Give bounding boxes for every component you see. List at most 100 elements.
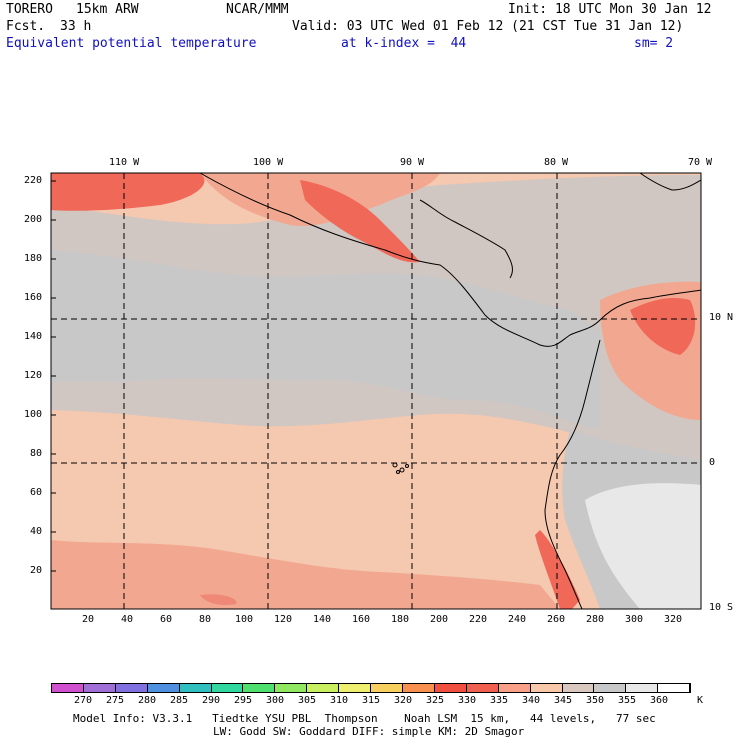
x-tick-label: 280	[586, 614, 605, 625]
colorbar-label: 325	[425, 695, 445, 706]
lon-label-80w: 80 W	[544, 157, 569, 168]
colorbar-swatch	[52, 684, 84, 692]
colorbar-label: 345	[553, 695, 573, 706]
colorbar-label: 290	[201, 695, 221, 706]
init-time: Init: 18 UTC Mon 30 Jan 12	[508, 2, 712, 17]
y-tick-label: 200	[24, 214, 43, 225]
forecast-hours: 33 h	[60, 19, 92, 34]
colorbar-label: 305	[297, 695, 317, 706]
lat-label-10n: 10 N	[709, 312, 734, 323]
y-tick-label: 220	[24, 175, 43, 186]
field-name: Equivalent potential temperature	[6, 36, 257, 51]
organization: NCAR/MMM	[226, 2, 289, 17]
y-tick-label: 120	[24, 370, 43, 381]
field-band-330-north	[51, 173, 205, 211]
y-tick-label: 80	[30, 448, 43, 459]
colorbar-swatch	[115, 684, 148, 692]
x-tick-label: 220	[469, 614, 488, 625]
colorbar-swatch	[498, 684, 531, 692]
level-index: at k-index = 44	[341, 36, 467, 51]
colorbar-swatch	[626, 684, 659, 692]
colorbar-label: 360	[649, 695, 669, 706]
colorbar	[51, 683, 691, 693]
lon-label-100w: 100 W	[253, 157, 284, 168]
colorbar-swatch	[339, 684, 372, 692]
coastlines	[199, 173, 701, 609]
colorbar-label: 310	[329, 695, 349, 706]
colorbar-swatch	[530, 684, 563, 692]
x-tick-label: 180	[391, 614, 410, 625]
field-patch-330-south	[200, 594, 237, 605]
colorbar-label: 335	[489, 695, 509, 706]
x-tick-label: 20	[82, 614, 95, 625]
x-tick-label: 240	[508, 614, 527, 625]
colorbar-label: 280	[137, 695, 157, 706]
map-frame	[50, 172, 702, 610]
valid-time: Valid: 03 UTC Wed 01 Feb 12 (21 CST Tue …	[292, 19, 684, 34]
colorbar-label: 340	[521, 695, 541, 706]
model-info-line2: LW: Godd SW: Goddard DIFF: simple KM: 2D…	[213, 725, 525, 738]
colorbar-swatch	[466, 684, 499, 692]
y-tick-label: 140	[24, 331, 43, 342]
lat-label-10s: 10 S	[709, 602, 734, 613]
colorbar-swatch	[147, 684, 180, 692]
x-tick-label: 260	[547, 614, 566, 625]
x-tick-label: 160	[352, 614, 371, 625]
colorbar-swatch	[594, 684, 627, 692]
field-band-335-340-south	[51, 540, 560, 609]
model-name: TORERO	[6, 2, 53, 17]
colorbar-unit: K	[697, 695, 704, 706]
field-band-350-355	[51, 250, 600, 430]
colorbar-label: 270	[73, 695, 93, 706]
colorbar-swatch	[658, 684, 691, 692]
x-tick-label: 300	[625, 614, 644, 625]
model-resolution: 15km ARW	[76, 2, 139, 17]
lon-label-70w: 70 W	[688, 157, 713, 168]
lat-label-0: 0	[709, 457, 716, 468]
y-tick-label: 40	[30, 526, 43, 537]
colorbar-swatch	[179, 684, 212, 692]
map-plot	[50, 172, 702, 610]
colorbar-swatch	[371, 684, 403, 692]
graticule	[51, 173, 701, 609]
forecast-label: Fcst.	[6, 19, 46, 34]
colorbar-label: 295	[233, 695, 253, 706]
colorbar-swatch	[211, 684, 244, 692]
field-patch-335-peru	[535, 530, 580, 609]
y-tick-label: 20	[30, 565, 43, 576]
y-axis-ticks	[51, 180, 56, 572]
colorbar-swatch	[562, 684, 595, 692]
field-patch-330-venezuela	[630, 298, 696, 355]
x-tick-label: 140	[313, 614, 332, 625]
colorbar-swatch	[402, 684, 435, 692]
x-tick-label: 40	[121, 614, 134, 625]
colorbar-label: 355	[617, 695, 637, 706]
colorbar-label: 350	[585, 695, 605, 706]
colorbar-swatch	[307, 684, 340, 692]
colorbar-label: 300	[265, 695, 285, 706]
field-band-340-345-south	[51, 410, 400, 470]
x-tick-label: 80	[199, 614, 212, 625]
smoothing: sm= 2	[634, 36, 674, 51]
lon-label-110w: 110 W	[109, 157, 140, 168]
field-band-355-amazon	[585, 483, 701, 609]
y-tick-label: 60	[30, 487, 43, 498]
colorbar-label: 315	[361, 695, 381, 706]
colorbar-swatch	[434, 684, 467, 692]
x-tick-label: 60	[160, 614, 173, 625]
y-tick-label: 160	[24, 292, 43, 303]
y-tick-label: 180	[24, 253, 43, 264]
colorbar-swatch	[83, 684, 116, 692]
colorbar-label: 285	[169, 695, 189, 706]
field-patch-330-mexico	[300, 180, 420, 263]
x-tick-label: 120	[274, 614, 293, 625]
x-tick-label: 320	[664, 614, 683, 625]
x-tick-label: 100	[235, 614, 254, 625]
colorbar-swatch	[243, 684, 276, 692]
colorbar-label: 330	[457, 695, 477, 706]
lon-label-90w: 90 W	[400, 157, 425, 168]
colorbar-label: 275	[105, 695, 125, 706]
colorbar-label: 320	[393, 695, 413, 706]
model-info-line1: Model Info: V3.3.1 Tiedtke YSU PBL Thomp…	[73, 712, 656, 725]
x-tick-label: 200	[430, 614, 449, 625]
